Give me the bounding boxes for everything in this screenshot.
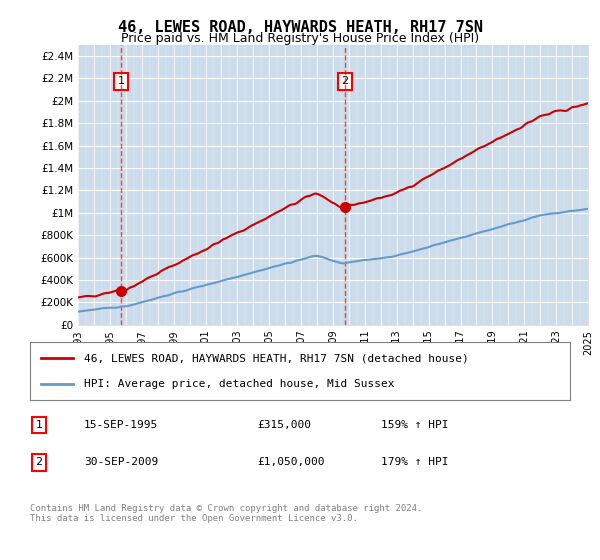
Text: 30-SEP-2009: 30-SEP-2009 [84, 458, 158, 468]
Text: 159% ↑ HPI: 159% ↑ HPI [381, 420, 449, 430]
Text: £315,000: £315,000 [257, 420, 311, 430]
Text: 179% ↑ HPI: 179% ↑ HPI [381, 458, 449, 468]
Text: £1,050,000: £1,050,000 [257, 458, 324, 468]
Text: 1: 1 [35, 420, 43, 430]
Text: Price paid vs. HM Land Registry's House Price Index (HPI): Price paid vs. HM Land Registry's House … [121, 32, 479, 45]
Text: 46, LEWES ROAD, HAYWARDS HEATH, RH17 7SN (detached house): 46, LEWES ROAD, HAYWARDS HEATH, RH17 7SN… [84, 353, 469, 363]
Text: Contains HM Land Registry data © Crown copyright and database right 2024.
This d: Contains HM Land Registry data © Crown c… [30, 504, 422, 524]
Text: HPI: Average price, detached house, Mid Sussex: HPI: Average price, detached house, Mid … [84, 379, 395, 389]
Text: 1: 1 [118, 76, 125, 86]
Text: 15-SEP-1995: 15-SEP-1995 [84, 420, 158, 430]
Text: 2: 2 [35, 458, 43, 468]
Text: 46, LEWES ROAD, HAYWARDS HEATH, RH17 7SN: 46, LEWES ROAD, HAYWARDS HEATH, RH17 7SN [118, 20, 482, 35]
Text: 2: 2 [341, 76, 349, 86]
